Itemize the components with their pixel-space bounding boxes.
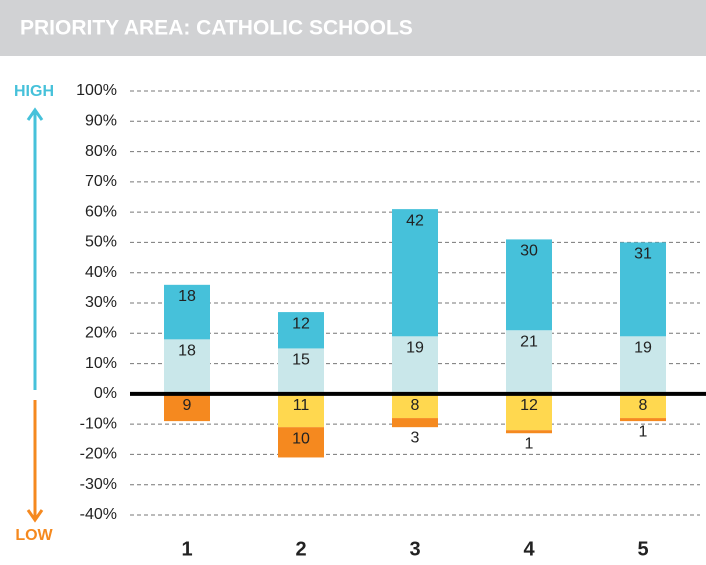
bar-segment [278, 393, 324, 428]
bar-segment [620, 242, 666, 337]
y-tick-label: -20% [80, 446, 117, 463]
bar-segment [506, 393, 552, 431]
y-tick-label: 60% [85, 203, 117, 220]
title-banner [0, 0, 706, 56]
y-tick-label: 90% [85, 113, 117, 130]
y-tick-label: -40% [80, 506, 117, 523]
data-label: 19 [406, 340, 424, 357]
high-label: HIGH [14, 83, 54, 100]
data-label: 1 [639, 423, 648, 440]
data-label: 42 [406, 212, 424, 229]
y-tick-label: -10% [80, 415, 117, 432]
bar-segment [506, 430, 552, 434]
y-tick-label: 0% [94, 385, 117, 402]
y-tick-label: 30% [85, 294, 117, 311]
data-label: 21 [520, 333, 538, 350]
data-label: 15 [292, 352, 310, 369]
bar-segment [392, 209, 438, 337]
x-tick-label: 1 [181, 538, 192, 560]
data-label: 18 [178, 343, 196, 360]
low-arrow-head [26, 509, 44, 523]
bar-segment [620, 418, 666, 422]
bar-segment [392, 418, 438, 428]
x-tick-label: 4 [523, 538, 535, 560]
y-tick-label: -30% [80, 476, 117, 493]
data-label: 19 [634, 340, 652, 357]
bar-segment [506, 239, 552, 331]
data-label: 3 [411, 429, 420, 446]
data-label: 9 [183, 397, 192, 414]
bar-segment [278, 427, 324, 458]
x-tick-label: 3 [409, 538, 420, 560]
high-arrow-head [26, 107, 44, 121]
bar-segment [506, 330, 552, 394]
data-label: 12 [292, 315, 310, 332]
y-tick-label: 10% [85, 355, 117, 372]
data-label: 11 [293, 397, 310, 414]
y-tick-label: 80% [85, 143, 117, 160]
bar-segment [164, 284, 210, 340]
y-tick-label: 40% [85, 264, 117, 281]
bar-segment [620, 393, 666, 419]
data-label: 8 [639, 397, 648, 414]
x-tick-label: 5 [637, 538, 648, 560]
bar-segment [278, 348, 324, 394]
y-tick-label: 20% [85, 325, 117, 342]
bar-segment [164, 339, 210, 394]
x-tick-label: 2 [295, 538, 306, 560]
data-label: 1 [525, 435, 534, 452]
data-label: 8 [411, 397, 420, 414]
bar-segment [164, 393, 210, 422]
chart-title: PRIORITY AREA: CATHOLIC SCHOOLS [20, 17, 413, 40]
data-label: 30 [520, 243, 538, 260]
data-label: 31 [634, 246, 652, 263]
bar-segment [392, 336, 438, 394]
bar-segment [392, 393, 438, 419]
data-label: 12 [520, 397, 538, 414]
data-label: 10 [292, 430, 310, 447]
low-label: LOW [15, 527, 53, 544]
y-tick-label: 100% [76, 82, 117, 99]
bar-segment [620, 336, 666, 394]
data-label: 18 [178, 288, 196, 305]
bar-segment [278, 312, 324, 349]
y-tick-label: 70% [85, 173, 117, 190]
y-tick-label: 50% [85, 234, 117, 251]
